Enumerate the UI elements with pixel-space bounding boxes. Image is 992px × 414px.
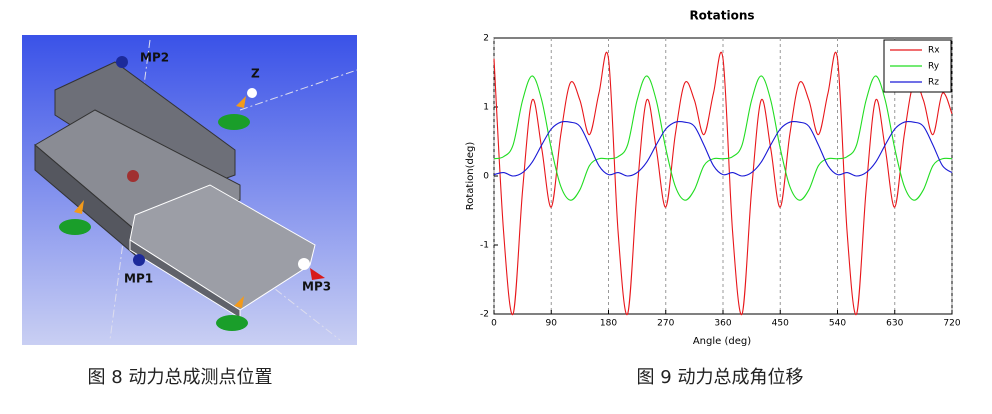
x-tick-label: 720 xyxy=(943,319,960,329)
x-tick-label: 540 xyxy=(829,319,846,329)
x-tick-label: 180 xyxy=(600,319,617,329)
series-line xyxy=(493,120,953,177)
axis-label: Z xyxy=(251,67,260,81)
point-label: MP1 xyxy=(124,272,153,286)
y-tick-label: 2 xyxy=(483,34,489,44)
x-tick-label: 360 xyxy=(714,319,731,329)
caption: 图 9 动力总成角位移 xyxy=(637,367,804,388)
x-tick-label: 450 xyxy=(772,319,789,329)
legend-label: Rx xyxy=(928,46,940,56)
x-axis-label: Angle (deg) xyxy=(693,336,751,347)
x-tick-label: 0 xyxy=(491,319,497,329)
y-tick-label: 1 xyxy=(483,103,489,113)
y-axis-label: Rotation(deg) xyxy=(465,142,476,211)
x-tick-label: 270 xyxy=(657,319,674,329)
caption: 图 8 动力总成测点位置 xyxy=(88,367,273,388)
legend-label: Ry xyxy=(928,62,940,72)
y-tick-label: 0 xyxy=(483,172,489,182)
render xyxy=(22,35,358,345)
series-line xyxy=(493,51,953,316)
point-label: MP2 xyxy=(140,51,169,65)
chart-title: Rotations xyxy=(689,9,754,23)
series-line xyxy=(493,75,953,201)
legend-label: Rz xyxy=(928,78,939,88)
x-tick-label: 630 xyxy=(886,319,903,329)
y-tick-label: -2 xyxy=(480,310,489,320)
x-tick-label: 90 xyxy=(546,319,558,329)
point-label: MP3 xyxy=(302,280,331,294)
y-tick-label: -1 xyxy=(480,241,489,251)
